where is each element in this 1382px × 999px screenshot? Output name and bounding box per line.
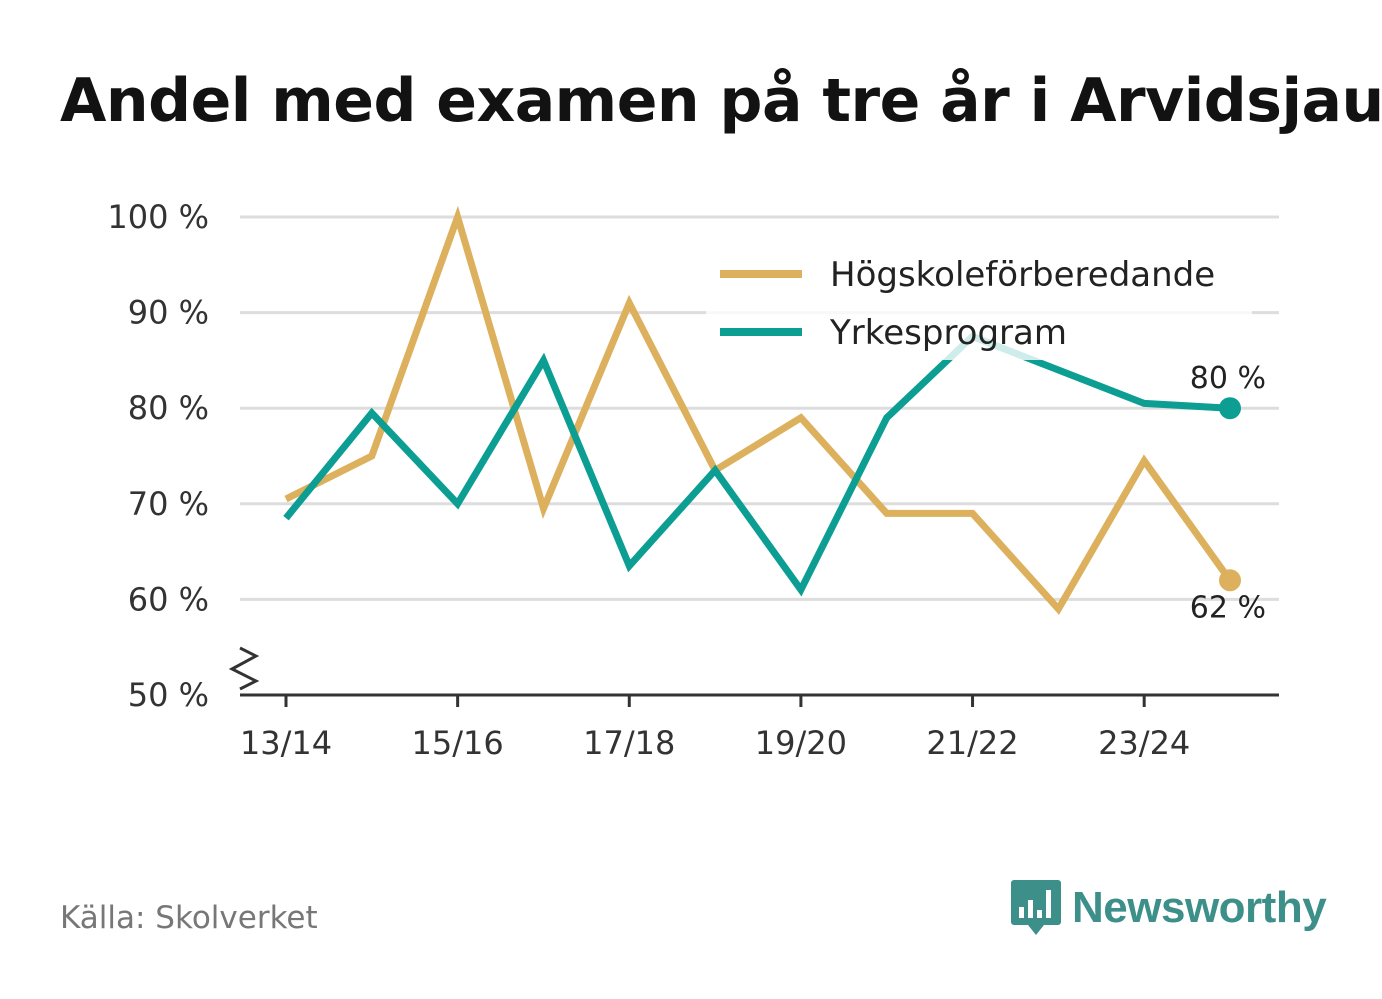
series-line-1 <box>283 332 1231 597</box>
series-end-label-1: 80 % <box>1190 361 1266 396</box>
y-tick-label: 80 % <box>128 389 209 427</box>
y-tick-label: 90 % <box>128 294 209 332</box>
legend-label: Yrkesprogram <box>829 313 1067 353</box>
y-axis-break-icon <box>228 646 260 691</box>
x-tick-label: 23/24 <box>1098 724 1190 762</box>
source-note: Källa: Skolverket <box>60 900 318 936</box>
series-end-label-0: 62 % <box>1190 590 1266 625</box>
legend-label: Högskoleförberedande <box>830 255 1215 295</box>
series-end-point-0 <box>1219 569 1241 592</box>
y-tick-label: 60 % <box>128 580 209 618</box>
brand-name: Newsworthy <box>1072 883 1327 932</box>
series-line-0 <box>284 205 1233 615</box>
chart-title: Andel med examen på tre år i Arvidsjaur <box>60 66 1382 136</box>
legend: Högskoleförberedande Yrkesprogram <box>706 246 1252 360</box>
brand-logo: Newsworthy <box>1010 878 1327 938</box>
newsworthy-logo-icon <box>1011 880 1061 935</box>
series-lines: 62 % 80 % <box>283 205 1266 625</box>
series-end-point-1 <box>1219 397 1241 420</box>
x-tick-label: 15/16 <box>412 724 504 762</box>
legend-background <box>706 246 1252 360</box>
y-tick-label: 70 % <box>128 485 209 523</box>
x-tick-label: 13/14 <box>240 724 332 762</box>
y-tick-label: 50 % <box>128 676 209 714</box>
x-tick-label: 21/22 <box>926 724 1018 762</box>
x-axis-ticks: 13/14 15/16 17/18 19/20 21/22 23/24 <box>240 695 1190 762</box>
x-tick-label: 19/20 <box>755 724 847 762</box>
y-tick-label: 100 % <box>107 198 209 236</box>
y-axis-ticks: 50 % 60 % 70 % 80 % 90 % 100 % <box>107 198 209 714</box>
x-tick-label: 17/18 <box>583 724 675 762</box>
